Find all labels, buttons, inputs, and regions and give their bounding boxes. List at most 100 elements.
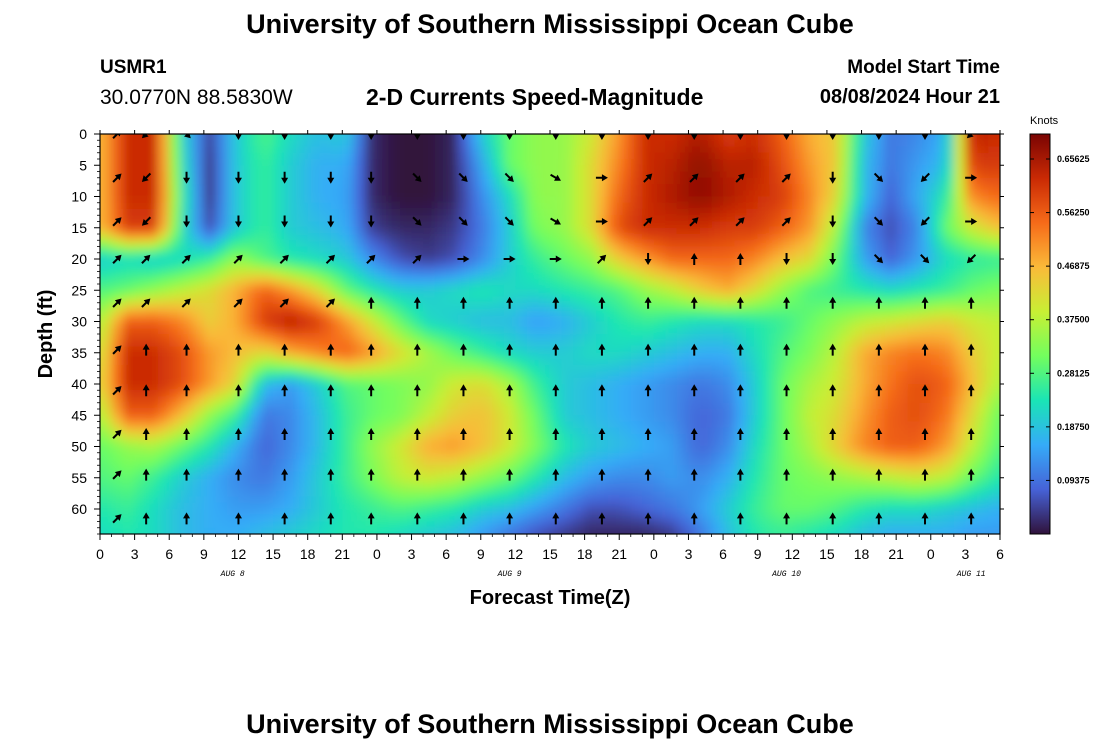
heatmap-cell [584,221,597,229]
heatmap-cell [538,196,551,204]
heatmap-cell [492,221,505,229]
heatmap-cell [319,452,332,460]
heatmap-cell [653,346,666,354]
heatmap-cell [665,415,678,423]
heatmap-cell [596,234,609,241]
heatmap-cell [653,196,666,204]
heatmap-cell [469,502,482,510]
heatmap-cell [238,352,251,360]
heatmap-cell [215,122,227,129]
heatmap-cell [250,421,263,429]
heatmap-cell [446,434,459,441]
heatmap-cell [908,122,920,129]
heatmap-cell [896,227,909,235]
heatmap-cell [792,521,805,529]
heatmap-cell [319,277,332,285]
heatmap-cell [526,415,540,423]
heatmap-cell [561,296,574,304]
heatmap-cell [757,527,770,534]
heatmap-cell [446,390,459,398]
heatmap-cell [400,334,413,341]
heatmap-cell [88,122,100,129]
heatmap-cell [215,171,228,179]
heatmap-cell [769,346,782,354]
heatmap-cell [492,271,505,279]
heatmap-cell [907,371,920,379]
heatmap-cell [607,171,620,179]
heatmap-cell [273,296,286,304]
heatmap-cell [665,365,678,373]
heatmap-cell [746,227,759,235]
heatmap-cell [273,371,286,379]
heatmap-cell [365,527,378,534]
heatmap-cell [388,252,401,260]
heatmap-cell [469,496,482,504]
heatmap-cell [561,277,574,285]
heatmap-cell [388,452,401,460]
heatmap-cell [492,134,505,141]
heatmap-cell [457,321,470,329]
heatmap-cell [653,515,666,523]
heatmap-cell [388,215,401,223]
heatmap-cell [607,271,620,279]
heatmap-cell [873,234,886,241]
heatmap-cell [630,252,643,260]
heatmap-cell [769,190,782,198]
heatmap-cell [504,122,516,129]
heatmap-cell [342,309,355,316]
heatmap-cell [596,277,609,285]
heatmap-cell [550,246,563,254]
heatmap-cell [757,202,770,210]
heatmap-cell [376,290,390,298]
heatmap-cell [457,159,470,166]
heatmap-cell [676,271,690,279]
heatmap-cell [480,227,493,235]
heatmap-cell [561,165,574,173]
heatmap-cell [838,152,851,160]
heatmap-cell [723,534,735,541]
heatmap-cell [538,321,551,329]
heatmap-cell [538,471,551,479]
heatmap-cell [561,390,574,398]
heatmap-cell [538,296,551,304]
heatmap-cell [850,196,863,204]
heatmap-cell [469,159,482,166]
heatmap-cell [642,490,655,498]
heatmap-cell [492,215,505,223]
heatmap-cell [561,215,574,223]
heatmap-cell [515,240,528,248]
heatmap-cell [676,365,690,373]
heatmap-cell [700,365,713,373]
heatmap-cell [907,134,920,141]
heatmap-cell [792,346,805,354]
heatmap-cell [434,402,447,410]
heatmap-cell [526,365,540,373]
heatmap-cell [550,190,563,198]
heatmap-cell [850,321,863,329]
heatmap-cell [769,534,781,541]
heatmap-cell [353,221,366,229]
heatmap-cell [907,346,920,354]
heatmap-cell [723,315,736,323]
heatmap-cell [203,290,216,298]
heatmap-cell [353,327,366,335]
heatmap-cell [769,396,782,404]
heatmap-cell [273,471,286,479]
heatmap-cell [700,159,713,166]
heatmap-cell [884,409,897,416]
heatmap-cell [469,471,482,479]
heatmap-cell [307,321,320,329]
heatmap-cell [630,427,643,435]
heatmap-cell [723,421,736,429]
heatmap-cell [653,146,666,154]
heatmap-cell [238,246,251,254]
heatmap-cell [446,159,459,166]
heatmap-cell [919,252,932,260]
heatmap-cell [400,290,413,298]
heatmap-cell [388,477,401,485]
heatmap-cell [400,440,413,448]
heatmap-cell [226,227,240,235]
heatmap-cell [203,434,216,441]
heatmap-cell [712,122,724,129]
heatmap-cell [123,277,136,285]
